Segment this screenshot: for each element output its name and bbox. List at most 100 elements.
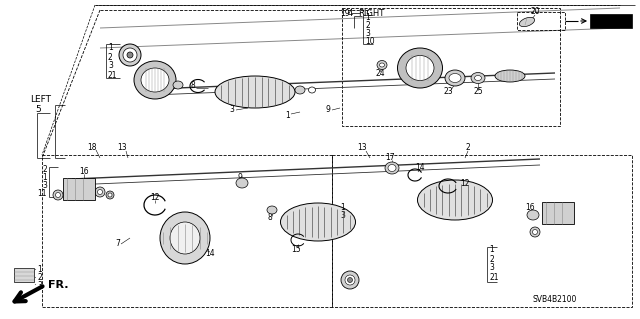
Ellipse shape: [495, 70, 525, 82]
Text: 1: 1: [340, 204, 345, 212]
Text: 17: 17: [385, 153, 395, 162]
Text: 12: 12: [150, 194, 160, 203]
Circle shape: [106, 191, 114, 199]
Ellipse shape: [377, 61, 387, 70]
Text: 2: 2: [108, 53, 113, 62]
Ellipse shape: [348, 278, 353, 283]
Text: LEFT: LEFT: [30, 95, 51, 105]
Text: 3: 3: [42, 182, 47, 190]
Ellipse shape: [345, 275, 355, 285]
Text: 1: 1: [42, 174, 47, 182]
Circle shape: [530, 227, 540, 237]
Text: 7: 7: [116, 240, 120, 249]
Text: 8: 8: [268, 213, 273, 222]
Text: 2: 2: [489, 255, 493, 263]
Text: 1: 1: [489, 246, 493, 255]
Ellipse shape: [160, 212, 210, 264]
Ellipse shape: [127, 52, 133, 58]
Text: 13: 13: [357, 144, 367, 152]
Text: 1: 1: [37, 264, 42, 273]
Ellipse shape: [449, 73, 461, 83]
Circle shape: [56, 192, 61, 197]
Circle shape: [108, 193, 112, 197]
Ellipse shape: [380, 63, 385, 67]
Circle shape: [95, 187, 105, 197]
Ellipse shape: [471, 72, 485, 84]
Text: 5: 5: [35, 106, 41, 115]
Text: 13: 13: [117, 144, 127, 152]
Text: 6: 6: [568, 207, 572, 217]
Ellipse shape: [215, 76, 295, 108]
Ellipse shape: [170, 222, 200, 254]
Ellipse shape: [280, 203, 355, 241]
Text: 3: 3: [489, 263, 494, 272]
Ellipse shape: [445, 70, 465, 86]
Text: 15: 15: [291, 246, 301, 255]
Text: 20: 20: [530, 8, 540, 17]
Ellipse shape: [519, 17, 534, 27]
Text: 10: 10: [365, 38, 374, 47]
Text: 8: 8: [191, 80, 195, 90]
Ellipse shape: [527, 210, 539, 220]
Text: 19: 19: [340, 9, 350, 18]
Text: 18: 18: [87, 143, 97, 152]
Text: 21: 21: [489, 272, 499, 281]
Ellipse shape: [341, 271, 359, 289]
Text: 16: 16: [79, 167, 89, 176]
Text: 25: 25: [473, 87, 483, 97]
Ellipse shape: [119, 44, 141, 66]
Text: 21: 21: [108, 70, 118, 79]
Circle shape: [532, 229, 538, 234]
Text: 14: 14: [205, 249, 215, 258]
Text: 9: 9: [326, 106, 330, 115]
Text: 15: 15: [143, 66, 153, 76]
Ellipse shape: [406, 56, 434, 80]
Bar: [517, 12, 565, 30]
Ellipse shape: [173, 81, 183, 89]
Circle shape: [53, 190, 63, 200]
Text: SVB4B2100: SVB4B2100: [533, 295, 577, 305]
Bar: [542, 202, 574, 224]
Text: 14: 14: [415, 162, 425, 172]
Bar: [42, 155, 332, 307]
Bar: [63, 178, 95, 200]
Text: 2: 2: [466, 144, 470, 152]
Ellipse shape: [385, 162, 399, 174]
Text: 1: 1: [365, 13, 370, 23]
Text: 16: 16: [525, 204, 535, 212]
Text: 12: 12: [460, 179, 470, 188]
Bar: [590, 14, 632, 28]
Text: 11: 11: [38, 189, 47, 198]
Text: 22: 22: [410, 49, 420, 58]
Ellipse shape: [123, 48, 137, 62]
Bar: [342, 8, 560, 126]
Ellipse shape: [417, 180, 493, 220]
Ellipse shape: [134, 61, 176, 99]
Ellipse shape: [388, 165, 396, 172]
Text: 24: 24: [375, 70, 385, 78]
Text: 9: 9: [237, 173, 243, 182]
Text: 3: 3: [365, 29, 370, 39]
Text: 4: 4: [348, 9, 353, 18]
Ellipse shape: [141, 68, 169, 92]
Text: 3: 3: [340, 211, 345, 220]
Text: 3: 3: [108, 62, 113, 70]
Circle shape: [97, 189, 102, 195]
Text: B-47: B-47: [599, 17, 623, 26]
Text: 3: 3: [230, 106, 234, 115]
Text: 1: 1: [108, 43, 113, 53]
Text: FR.: FR.: [48, 280, 68, 290]
Bar: [332, 155, 632, 307]
Ellipse shape: [397, 48, 442, 88]
Text: 2: 2: [42, 166, 47, 174]
Text: RIGHT: RIGHT: [358, 9, 384, 18]
Text: 2: 2: [365, 21, 370, 31]
Text: 1: 1: [285, 112, 291, 121]
Text: 3: 3: [37, 280, 42, 290]
Ellipse shape: [236, 178, 248, 188]
Text: 23: 23: [443, 87, 453, 97]
Ellipse shape: [267, 206, 277, 214]
Ellipse shape: [474, 76, 481, 80]
Ellipse shape: [308, 87, 316, 93]
Text: 2: 2: [37, 272, 42, 281]
